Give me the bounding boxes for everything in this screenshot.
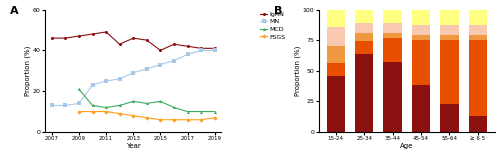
MN [103, 80, 109, 82]
FSGS [103, 111, 109, 113]
MN [62, 104, 68, 106]
Line: MCD: MCD [78, 88, 216, 113]
IgAN [158, 49, 164, 51]
Bar [326, 46, 345, 63]
Text: A: A [10, 6, 18, 16]
Bar [412, 35, 430, 40]
IgAN [76, 35, 82, 37]
Bar [355, 41, 374, 54]
Bar [355, 10, 374, 23]
X-axis label: Age: Age [400, 143, 413, 149]
FSGS [158, 119, 164, 121]
Bar [440, 40, 458, 104]
MN [130, 72, 136, 74]
FSGS [76, 111, 82, 113]
Bar [384, 33, 402, 38]
FSGS [184, 119, 190, 121]
IgAN [130, 37, 136, 39]
Bar [468, 10, 487, 25]
Text: B: B [274, 6, 283, 16]
Bar [326, 63, 345, 76]
MN [144, 68, 150, 70]
MCD [144, 102, 150, 104]
IgAN [198, 47, 204, 49]
MN [184, 53, 190, 55]
MCD [116, 104, 122, 106]
Legend: IgAN, MN, MCD, FSGS: IgAN, MN, MCD, FSGS [260, 11, 285, 39]
MN [49, 104, 55, 106]
IgAN [184, 45, 190, 47]
Bar [355, 33, 374, 41]
MCD [90, 104, 96, 106]
IgAN [103, 31, 109, 33]
Bar [440, 104, 458, 132]
Bar [326, 27, 345, 46]
Line: MN: MN [50, 49, 216, 107]
Bar [468, 40, 487, 116]
IgAN [49, 37, 55, 39]
MN [90, 84, 96, 86]
MN [76, 102, 82, 104]
IgAN [116, 43, 122, 45]
MCD [198, 111, 204, 113]
Bar [468, 116, 487, 132]
Bar [384, 23, 402, 33]
Bar [412, 25, 430, 35]
FSGS [212, 117, 218, 119]
FSGS [90, 111, 96, 113]
Bar [440, 35, 458, 40]
Bar [384, 38, 402, 62]
MCD [103, 107, 109, 108]
IgAN [171, 43, 177, 45]
FSGS [130, 115, 136, 117]
Bar [384, 62, 402, 132]
MCD [184, 111, 190, 113]
Bar [468, 35, 487, 40]
MN [116, 78, 122, 80]
Bar [355, 54, 374, 132]
MN [158, 64, 164, 66]
Bar [384, 10, 402, 23]
Bar [326, 10, 345, 27]
X-axis label: Year: Year [126, 143, 140, 149]
FSGS [144, 117, 150, 119]
Line: IgAN: IgAN [50, 31, 216, 52]
MCD [76, 88, 82, 90]
Line: FSGS: FSGS [78, 110, 216, 121]
IgAN [62, 37, 68, 39]
Bar [440, 25, 458, 35]
MCD [158, 100, 164, 102]
Bar [412, 10, 430, 25]
Bar [412, 40, 430, 85]
MN [212, 49, 218, 51]
Bar [440, 10, 458, 25]
Bar [412, 85, 430, 132]
MCD [212, 111, 218, 113]
FSGS [171, 119, 177, 121]
MCD [171, 107, 177, 108]
Bar [355, 23, 374, 33]
Y-axis label: Proportion (%): Proportion (%) [294, 46, 300, 96]
MCD [130, 100, 136, 102]
IgAN [212, 47, 218, 49]
MN [198, 49, 204, 51]
MN [171, 60, 177, 62]
Y-axis label: Proportion (%): Proportion (%) [24, 46, 31, 96]
IgAN [144, 39, 150, 41]
Bar [468, 25, 487, 35]
IgAN [90, 33, 96, 35]
FSGS [116, 113, 122, 114]
FSGS [198, 119, 204, 121]
Bar [326, 76, 345, 132]
